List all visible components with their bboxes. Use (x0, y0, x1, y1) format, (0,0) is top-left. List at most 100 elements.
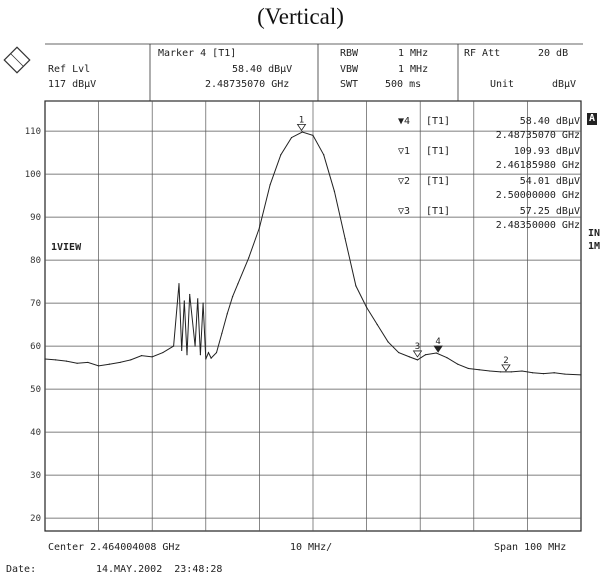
marker-2-triangle (501, 364, 511, 372)
trace-point (344, 238, 346, 240)
date-label: Date: (6, 564, 37, 575)
trace-point (435, 352, 437, 354)
trace-point (580, 374, 582, 376)
trace-point (553, 372, 555, 374)
trace-point (162, 351, 164, 354)
y-tick-label: 50 (30, 385, 41, 395)
trace-point (489, 370, 491, 372)
trace-point (333, 190, 336, 192)
vbw-value: 1 MHz (398, 64, 429, 75)
marker-table-frequency: 2.50000000 GHz (496, 190, 580, 201)
trace-point (221, 332, 223, 334)
marker-level: 58.40 dBµV (232, 64, 293, 75)
marker-table-frequency: 2.48350000 GHz (496, 220, 580, 231)
marker-label: Marker 4 [T1] (158, 48, 237, 59)
trace-point (140, 354, 143, 357)
trace-point (108, 363, 110, 365)
marker-table-frequency: 2.48735070 GHz (496, 130, 580, 141)
trace-point (151, 356, 153, 358)
rbw-label: RBW (340, 48, 359, 59)
unit-label: Unit (490, 79, 515, 90)
marker-table-symbol: ▽3 (398, 206, 410, 217)
trace-point (457, 363, 459, 365)
trace-point (130, 359, 132, 361)
trace-point (416, 359, 419, 361)
swt-value: 500 ms (385, 79, 422, 90)
trace-point (387, 341, 389, 343)
trace-point (424, 354, 427, 356)
trace-point (542, 373, 545, 375)
trace-point (398, 351, 400, 354)
y-tick-label: 20 (30, 514, 41, 524)
trace-point (119, 361, 121, 364)
y-tick-label: 100 (25, 170, 41, 180)
trace-point (564, 373, 566, 375)
trace-point (173, 345, 175, 347)
trace-point (55, 359, 57, 361)
trace-point (87, 361, 89, 364)
marker-3-label: 3 (415, 342, 420, 352)
trace-view-label: 1VIEW (51, 242, 82, 253)
side-label-a: A (587, 113, 598, 125)
y-tick-label: 30 (30, 471, 41, 481)
trace-point (446, 357, 448, 359)
marker-table-level: 54.01 dBµV (520, 176, 580, 187)
date-value: 14.MAY.2002 23:48:28 (96, 564, 223, 575)
chart-title: (Vertical) (257, 4, 344, 29)
trace-point (269, 184, 271, 186)
marker-table-tag: [T1] (426, 206, 450, 217)
trace-point (237, 283, 239, 285)
marker-table-level: 109.93 dBµV (514, 146, 580, 157)
trace-point (467, 367, 470, 370)
trace-point (199, 354, 202, 356)
trace-point (408, 356, 411, 358)
rf-att-label: RF Att (464, 48, 501, 59)
trace-point (521, 370, 523, 372)
marker-4-triangle (433, 345, 443, 353)
trace-point (258, 227, 260, 229)
division-label: 10 MHz/ (290, 542, 333, 553)
vbw-label: VBW (340, 64, 359, 75)
y-tick-label: 80 (30, 256, 41, 266)
marker-table-symbol: ▼4 (398, 116, 410, 127)
marker-table-symbol: ▽2 (398, 176, 410, 187)
y-tick-label: 60 (30, 342, 41, 352)
ref-level-label: Ref Lvl (48, 64, 91, 75)
trace-point (365, 306, 368, 308)
trace-point (280, 154, 282, 156)
trace-point (226, 313, 228, 315)
trace-point (186, 354, 188, 356)
trace-point (290, 136, 293, 139)
trace-point (532, 372, 534, 374)
trace-point (355, 285, 357, 287)
spectrum-trace-line (44, 131, 582, 376)
trace-point (323, 154, 325, 156)
marker-table-tag: [T1] (426, 116, 450, 127)
side-label-in: IN (588, 228, 601, 239)
trace-point (207, 351, 210, 354)
y-tick-label: 40 (30, 428, 41, 438)
rf-att-value: 20 dB (538, 48, 569, 59)
y-tick-label: 110 (25, 127, 41, 137)
y-tick-label: 90 (30, 213, 41, 223)
trace-point (215, 351, 218, 354)
side-label-1m: 1M (588, 241, 601, 252)
trace-point (197, 298, 199, 300)
marker-table-tag: [T1] (426, 146, 450, 157)
ref-level-value: 117 dBµV (48, 79, 97, 90)
trace-point (178, 283, 180, 285)
trace-point (44, 358, 46, 360)
y-tick-label: 70 (30, 299, 41, 309)
marker-table-level: 58.40 dBµV (520, 116, 580, 127)
trace-point (231, 296, 234, 298)
marker-table-level: 57.25 dBµV (520, 206, 580, 217)
span-label: Span 100 MHz (494, 542, 567, 553)
trace-point (210, 357, 212, 359)
trace-point (65, 360, 68, 362)
marker-table-tag: [T1] (426, 176, 450, 187)
trace-point (97, 365, 100, 367)
marker-table-symbol: ▽1 (398, 146, 410, 157)
marker-4-label: 4 (435, 337, 440, 347)
trace-point (194, 345, 196, 347)
